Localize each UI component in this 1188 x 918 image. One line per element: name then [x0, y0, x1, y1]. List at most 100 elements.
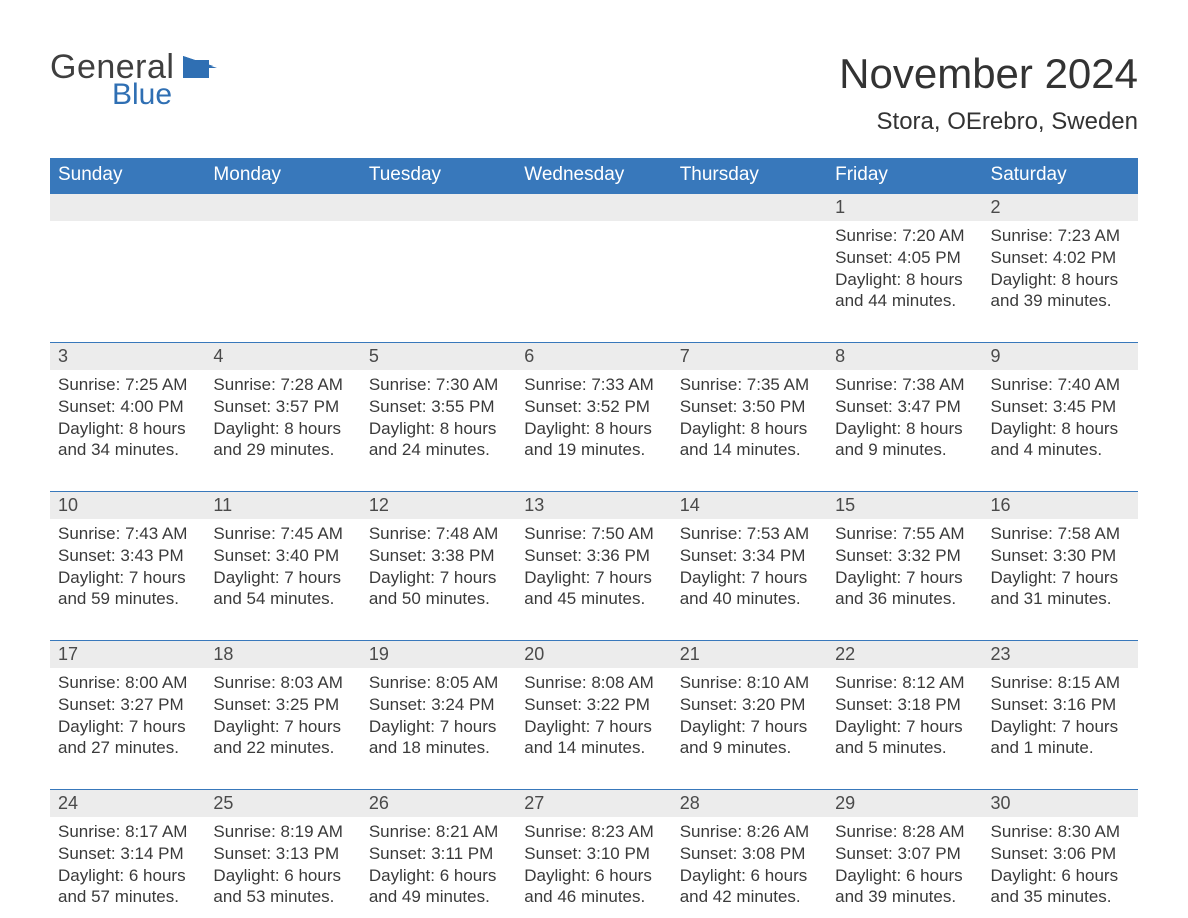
sunrise-text: Sunrise: 8:15 AM — [991, 672, 1130, 694]
day-cell: Sunrise: 7:58 AMSunset: 3:30 PMDaylight:… — [983, 519, 1138, 640]
sunrise-text: Sunrise: 7:58 AM — [991, 523, 1130, 545]
sunset-text: Sunset: 3:38 PM — [369, 545, 508, 567]
sunrise-text: Sunrise: 8:28 AM — [835, 821, 974, 843]
daylight-text: Daylight: 7 hours and 54 minutes. — [213, 567, 352, 611]
sunrise-text: Sunrise: 7:25 AM — [58, 374, 197, 396]
daylight-text: Daylight: 7 hours and 5 minutes. — [835, 716, 974, 760]
daylight-text: Daylight: 7 hours and 50 minutes. — [369, 567, 508, 611]
day-number: 28 — [672, 790, 827, 817]
sunset-text: Sunset: 3:36 PM — [524, 545, 663, 567]
sunset-text: Sunset: 3:27 PM — [58, 694, 197, 716]
sunrise-text: Sunrise: 8:12 AM — [835, 672, 974, 694]
sunset-text: Sunset: 4:00 PM — [58, 396, 197, 418]
day-number: 22 — [827, 641, 982, 668]
day-number: 15 — [827, 492, 982, 519]
day-cell: Sunrise: 7:35 AMSunset: 3:50 PMDaylight:… — [672, 370, 827, 491]
day-cell — [672, 221, 827, 342]
day-cell: Sunrise: 7:23 AMSunset: 4:02 PMDaylight:… — [983, 221, 1138, 342]
daylight-text: Daylight: 7 hours and 59 minutes. — [58, 567, 197, 611]
day-cell: Sunrise: 7:55 AMSunset: 3:32 PMDaylight:… — [827, 519, 982, 640]
sunrise-text: Sunrise: 7:45 AM — [213, 523, 352, 545]
day-content-row: Sunrise: 7:25 AMSunset: 4:00 PMDaylight:… — [50, 370, 1138, 491]
sunrise-text: Sunrise: 8:10 AM — [680, 672, 819, 694]
dow-cell: Friday — [827, 158, 982, 193]
sunrise-text: Sunrise: 7:33 AM — [524, 374, 663, 396]
day-number: 9 — [983, 343, 1138, 370]
day-cell — [50, 221, 205, 342]
page: General Blue November 2024 Stora, OErebr… — [0, 0, 1188, 916]
daylight-text: Daylight: 6 hours and 39 minutes. — [835, 865, 974, 909]
day-cell: Sunrise: 7:48 AMSunset: 3:38 PMDaylight:… — [361, 519, 516, 640]
daylight-text: Daylight: 8 hours and 4 minutes. — [991, 418, 1130, 462]
sunset-text: Sunset: 3:32 PM — [835, 545, 974, 567]
daylight-text: Daylight: 8 hours and 9 minutes. — [835, 418, 974, 462]
sunset-text: Sunset: 3:25 PM — [213, 694, 352, 716]
day-content-row: Sunrise: 8:00 AMSunset: 3:27 PMDaylight:… — [50, 668, 1138, 789]
day-cell: Sunrise: 8:30 AMSunset: 3:06 PMDaylight:… — [983, 817, 1138, 916]
day-number: 3 — [50, 343, 205, 370]
day-number: 7 — [672, 343, 827, 370]
sunrise-text: Sunrise: 7:30 AM — [369, 374, 508, 396]
daylight-text: Daylight: 6 hours and 42 minutes. — [680, 865, 819, 909]
day-number: 25 — [205, 790, 360, 817]
day-number: 19 — [361, 641, 516, 668]
sunset-text: Sunset: 3:06 PM — [991, 843, 1130, 865]
sunrise-text: Sunrise: 7:28 AM — [213, 374, 352, 396]
day-cell: Sunrise: 7:40 AMSunset: 3:45 PMDaylight:… — [983, 370, 1138, 491]
day-number: 14 — [672, 492, 827, 519]
sunset-text: Sunset: 3:57 PM — [213, 396, 352, 418]
day-number: 24 — [50, 790, 205, 817]
day-number-row: 10111213141516 — [50, 492, 1138, 519]
daylight-text: Daylight: 7 hours and 36 minutes. — [835, 567, 974, 611]
day-cell: Sunrise: 8:21 AMSunset: 3:11 PMDaylight:… — [361, 817, 516, 916]
sunrise-text: Sunrise: 7:43 AM — [58, 523, 197, 545]
day-number: 20 — [516, 641, 671, 668]
daylight-text: Daylight: 8 hours and 29 minutes. — [213, 418, 352, 462]
logo: General Blue — [50, 50, 217, 110]
sunset-text: Sunset: 3:22 PM — [524, 694, 663, 716]
day-number: 16 — [983, 492, 1138, 519]
daylight-text: Daylight: 6 hours and 57 minutes. — [58, 865, 197, 909]
day-number: 21 — [672, 641, 827, 668]
day-cell: Sunrise: 8:08 AMSunset: 3:22 PMDaylight:… — [516, 668, 671, 789]
daylight-text: Daylight: 6 hours and 46 minutes. — [524, 865, 663, 909]
day-cell: Sunrise: 8:26 AMSunset: 3:08 PMDaylight:… — [672, 817, 827, 916]
day-number — [361, 194, 516, 221]
day-cell: Sunrise: 7:25 AMSunset: 4:00 PMDaylight:… — [50, 370, 205, 491]
day-number — [205, 194, 360, 221]
dow-cell: Thursday — [672, 158, 827, 193]
sunrise-text: Sunrise: 7:20 AM — [835, 225, 974, 247]
calendar-weeks: 12Sunrise: 7:20 AMSunset: 4:05 PMDayligh… — [50, 193, 1138, 916]
calendar-week: 10111213141516 Sunrise: 7:43 AM Sunset: 3:… — [50, 491, 1138, 640]
day-cell: Sunrise: 8:19 AMSunset: 3:13 PMDaylight:… — [205, 817, 360, 916]
day-cell: Sunrise: 8:05 AMSunset: 3:24 PMDaylight:… — [361, 668, 516, 789]
sunset-text: Sunset: 3:14 PM — [58, 843, 197, 865]
day-number: 11 — [205, 492, 360, 519]
day-number: 29 — [827, 790, 982, 817]
day-number: 5 — [361, 343, 516, 370]
day-cell — [361, 221, 516, 342]
sunrise-text: Sunrise: 8:05 AM — [369, 672, 508, 694]
sunset-text: Sunset: 3:11 PM — [369, 843, 508, 865]
daylight-text: Daylight: 8 hours and 34 minutes. — [58, 418, 197, 462]
day-cell: Sunrise: 8:10 AMSunset: 3:20 PMDaylight:… — [672, 668, 827, 789]
sunrise-text: Sunrise: 7:53 AM — [680, 523, 819, 545]
day-number — [516, 194, 671, 221]
day-cell: Sunrise: 7:45 AMSunset: 3:40 PMDaylight:… — [205, 519, 360, 640]
sunset-text: Sunset: 3:45 PM — [991, 396, 1130, 418]
logo-part2: Blue — [112, 80, 217, 110]
daylight-text: Daylight: 7 hours and 45 minutes. — [524, 567, 663, 611]
daylight-text: Daylight: 6 hours and 53 minutes. — [213, 865, 352, 909]
sunrise-text: Sunrise: 7:48 AM — [369, 523, 508, 545]
sunrise-text: Sunrise: 8:03 AM — [213, 672, 352, 694]
day-cell: Sunrise: 7:30 AMSunset: 3:55 PMDaylight:… — [361, 370, 516, 491]
day-cell: Sunrise: 8:15 AMSunset: 3:16 PMDaylight:… — [983, 668, 1138, 789]
day-number: 30 — [983, 790, 1138, 817]
sunrise-text: Sunrise: 8:08 AM — [524, 672, 663, 694]
day-number: 6 — [516, 343, 671, 370]
sunrise-text: Sunrise: 7:23 AM — [991, 225, 1130, 247]
day-number: 4 — [205, 343, 360, 370]
sunset-text: Sunset: 3:47 PM — [835, 396, 974, 418]
daylight-text: Daylight: 8 hours and 39 minutes. — [991, 269, 1130, 313]
header: General Blue November 2024 Stora, OErebr… — [50, 50, 1138, 136]
